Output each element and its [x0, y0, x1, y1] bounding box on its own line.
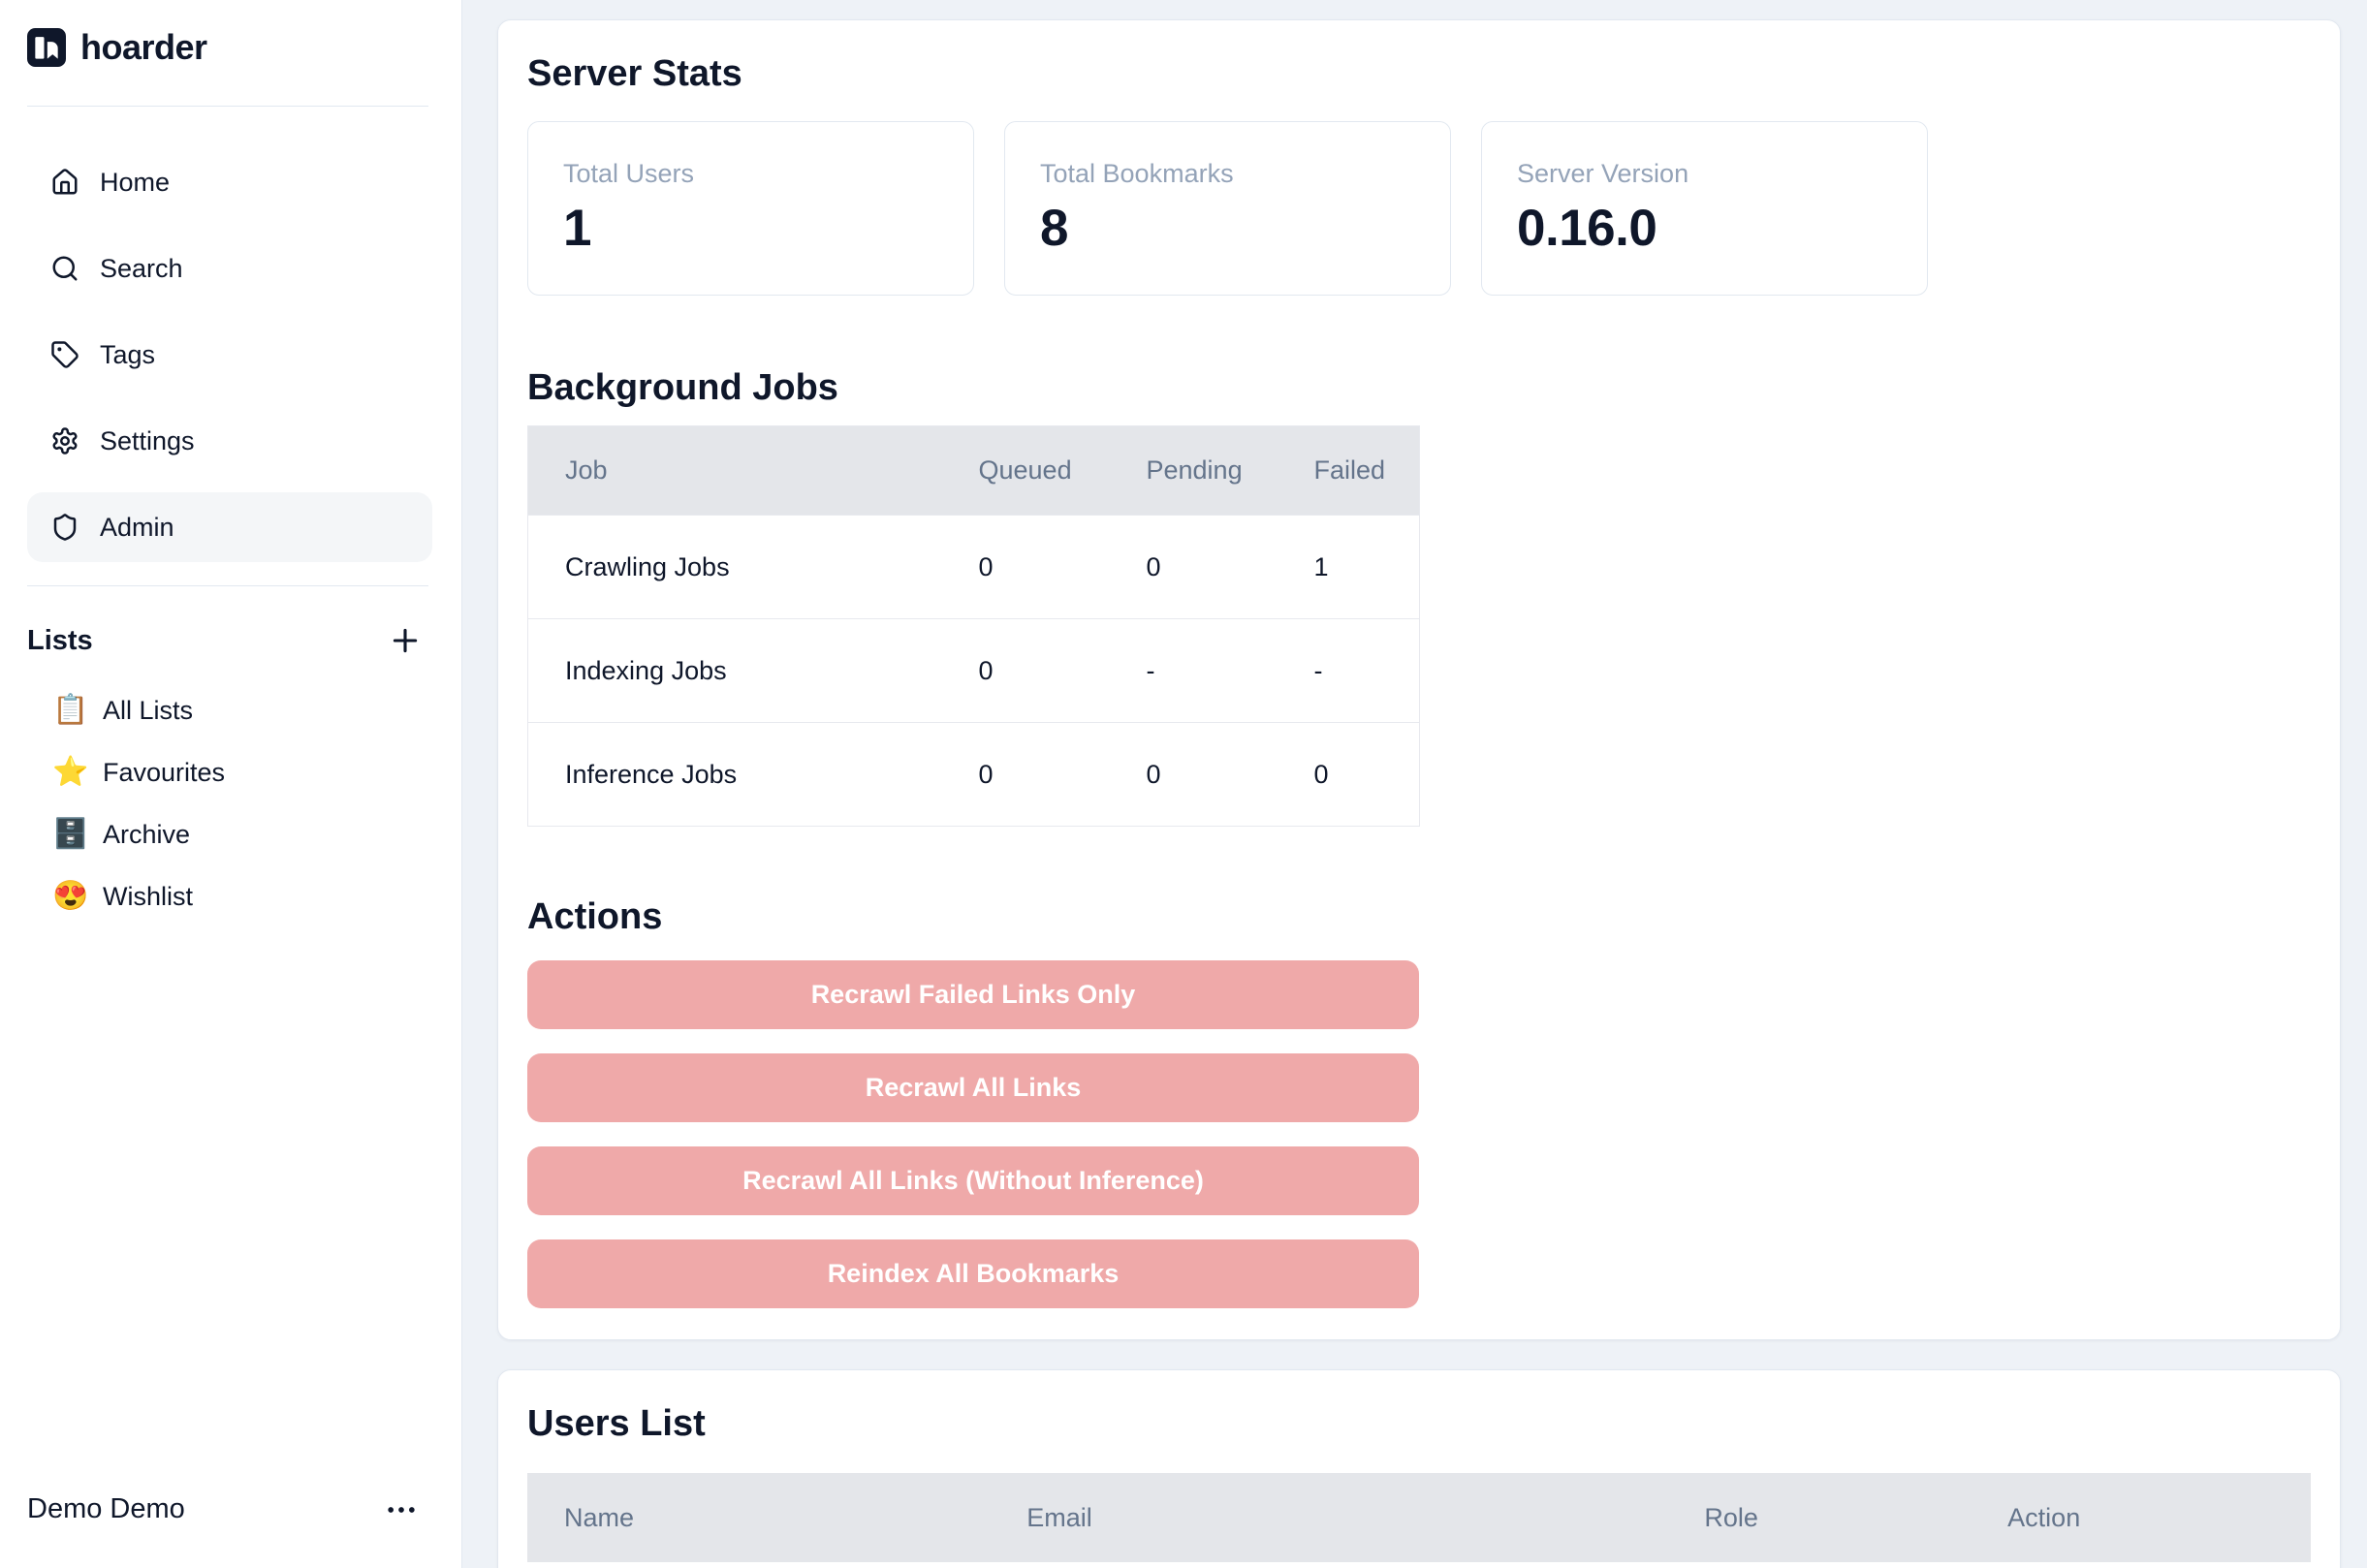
- recrawl-all-links-button[interactable]: Recrawl All Links: [527, 1053, 1419, 1122]
- user-name: Demo Demo: [27, 1493, 185, 1524]
- user-menu-button[interactable]: [380, 1495, 423, 1524]
- lists-header: Lists: [27, 623, 428, 658]
- failed-cell: 0: [1313, 722, 1420, 827]
- users-table: Name Email Role Action: [527, 1473, 2311, 1562]
- add-list-button[interactable]: [388, 623, 423, 658]
- main-content: Server Stats Total Users 1 Total Bookmar…: [462, 0, 2367, 1568]
- ellipsis-icon: [388, 1506, 415, 1513]
- pending-cell: 0: [1146, 515, 1314, 619]
- stat-card-total-users: Total Users 1: [527, 121, 974, 296]
- failed-cell: 1: [1313, 515, 1420, 619]
- shield-icon: [53, 514, 77, 541]
- list-item-label: Favourites: [103, 757, 226, 787]
- queued-cell: 0: [978, 722, 1147, 827]
- app-logo: hoarder: [27, 27, 428, 67]
- users-list-title: Users List: [527, 1403, 706, 1444]
- background-jobs-title: Background Jobs: [527, 367, 838, 408]
- column-header-action: Action: [2007, 1473, 2311, 1562]
- server-stats-title: Server Stats: [527, 53, 742, 94]
- sidebar-item-home[interactable]: Home: [27, 147, 432, 217]
- sidebar-item-label: Tags: [100, 339, 156, 369]
- search-icon: [52, 256, 78, 281]
- sidebar-footer: Demo Demo: [27, 1493, 423, 1525]
- failed-cell: -: [1313, 618, 1420, 723]
- lists-title: Lists: [27, 624, 93, 656]
- sidebar-nav: Home Search Tags Settings Admin: [27, 147, 432, 562]
- gear-icon: [52, 427, 78, 455]
- table-row: Indexing Jobs 0 - -: [527, 618, 1420, 723]
- job-name-cell: Indexing Jobs: [527, 618, 979, 723]
- column-header-role: Role: [1704, 1473, 2008, 1562]
- sidebar: hoarder Home Search Tags Settings Ad: [0, 0, 462, 1568]
- job-name-cell: Inference Jobs: [527, 722, 979, 827]
- server-stats-row: Total Users 1 Total Bookmarks 8 Server V…: [527, 121, 2311, 296]
- list-item-wishlist[interactable]: 😍 Wishlist: [27, 879, 428, 914]
- column-header-pending: Pending: [1146, 425, 1314, 516]
- sidebar-item-label: Home: [100, 167, 171, 197]
- table-row: Inference Jobs 0 0 0: [527, 722, 1420, 827]
- stat-value: 8: [1040, 200, 1068, 257]
- table-header-row: Job Queued Pending Failed: [527, 425, 1420, 516]
- pending-cell: -: [1146, 618, 1314, 723]
- column-header-name: Name: [527, 1473, 1027, 1562]
- sidebar-item-admin[interactable]: Admin: [27, 492, 432, 562]
- sidebar-item-label: Search: [100, 253, 183, 283]
- app-title: hoarder: [80, 27, 207, 67]
- list-item-label: Archive: [103, 819, 191, 849]
- home-icon: [52, 169, 78, 195]
- stat-value: 0.16.0: [1517, 200, 1657, 257]
- job-name-cell: Crawling Jobs: [527, 515, 979, 619]
- list-item-favourites[interactable]: ⭐ Favourites: [27, 755, 428, 790]
- column-header-email: Email: [1026, 1473, 1705, 1562]
- star-icon: ⭐: [52, 756, 89, 788]
- table-header-row: Name Email Role Action: [527, 1473, 2311, 1562]
- hoarder-logo-icon: [27, 28, 66, 67]
- sidebar-divider-top: [27, 106, 428, 107]
- lists-section: 📋 All Lists ⭐ Favourites 🗄️ Archive 😍 Wi…: [27, 693, 428, 914]
- sidebar-item-settings[interactable]: Settings: [27, 406, 432, 476]
- stat-value: 1: [563, 200, 591, 257]
- plus-icon: [393, 628, 418, 653]
- sidebar-item-search[interactable]: Search: [27, 234, 432, 303]
- stat-label: Total Users: [563, 159, 695, 188]
- recrawl-all-links-without-inference-button[interactable]: Recrawl All Links (Without Inference): [527, 1146, 1419, 1215]
- stat-label: Total Bookmarks: [1040, 159, 1234, 188]
- list-item-archive[interactable]: 🗄️ Archive: [27, 817, 428, 852]
- list-item-all-lists[interactable]: 📋 All Lists: [27, 693, 428, 728]
- background-jobs-table: Job Queued Pending Failed Crawling Jobs …: [527, 425, 1420, 827]
- queued-cell: 0: [978, 618, 1147, 723]
- actions-section: Recrawl Failed Links Only Recrawl All Li…: [527, 960, 1419, 1308]
- column-header-queued: Queued: [978, 425, 1147, 516]
- recrawl-failed-links-button[interactable]: Recrawl Failed Links Only: [527, 960, 1419, 1029]
- pending-cell: 0: [1146, 722, 1314, 827]
- list-item-label: Wishlist: [103, 881, 193, 911]
- stat-card-total-bookmarks: Total Bookmarks 8: [1004, 121, 1451, 296]
- heart-eyes-icon: 😍: [52, 880, 89, 912]
- column-header-failed: Failed: [1313, 425, 1420, 516]
- sidebar-item-label: Admin: [100, 512, 174, 542]
- sidebar-divider-bottom: [27, 585, 428, 586]
- column-header-job: Job: [527, 425, 979, 516]
- list-item-label: All Lists: [103, 695, 194, 725]
- stat-card-server-version: Server Version 0.16.0: [1481, 121, 1928, 296]
- users-list-card: Users List Name Email Role Action: [497, 1369, 2341, 1568]
- queued-cell: 0: [978, 515, 1147, 619]
- admin-overview-card: Server Stats Total Users 1 Total Bookmar…: [497, 19, 2341, 1340]
- sidebar-item-label: Settings: [100, 425, 195, 455]
- clipboard-icon: 📋: [52, 694, 89, 726]
- actions-title: Actions: [527, 896, 663, 937]
- file-cabinet-icon: 🗄️: [52, 818, 89, 850]
- tag-icon: [51, 341, 79, 368]
- reindex-all-bookmarks-button[interactable]: Reindex All Bookmarks: [527, 1239, 1419, 1308]
- sidebar-item-tags[interactable]: Tags: [27, 320, 432, 390]
- table-row: Crawling Jobs 0 0 1: [527, 515, 1420, 619]
- stat-label: Server Version: [1517, 159, 1689, 188]
